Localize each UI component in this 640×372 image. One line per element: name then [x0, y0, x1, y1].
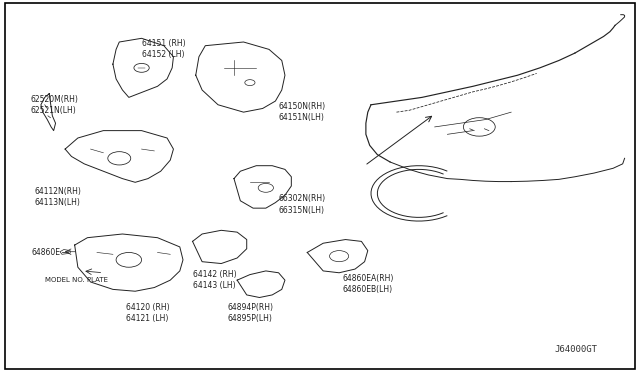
Text: 64142 (RH)
64143 (LH): 64142 (RH) 64143 (LH)	[193, 270, 236, 290]
Text: 64120 (RH)
64121 (LH): 64120 (RH) 64121 (LH)	[125, 303, 169, 323]
Text: 64860EA(RH)
64860EB(LH): 64860EA(RH) 64860EB(LH)	[342, 274, 394, 294]
Text: MODEL NO. PLATE: MODEL NO. PLATE	[45, 277, 108, 283]
Text: 64151 (RH)
64152 (LH): 64151 (RH) 64152 (LH)	[141, 39, 185, 60]
Text: 64894P(RH)
64895P(LH): 64894P(RH) 64895P(LH)	[228, 303, 274, 323]
Text: 64860E: 64860E	[32, 248, 61, 257]
Text: 66302N(RH)
66315N(LH): 66302N(RH) 66315N(LH)	[278, 195, 326, 215]
Text: 64150N(RH)
64151N(LH): 64150N(RH) 64151N(LH)	[278, 102, 326, 122]
Text: 64112N(RH)
64113N(LH): 64112N(RH) 64113N(LH)	[35, 187, 81, 207]
Text: 62520M(RH)
62521N(LH): 62520M(RH) 62521N(LH)	[30, 95, 78, 115]
Text: J64000GT: J64000GT	[554, 345, 597, 354]
